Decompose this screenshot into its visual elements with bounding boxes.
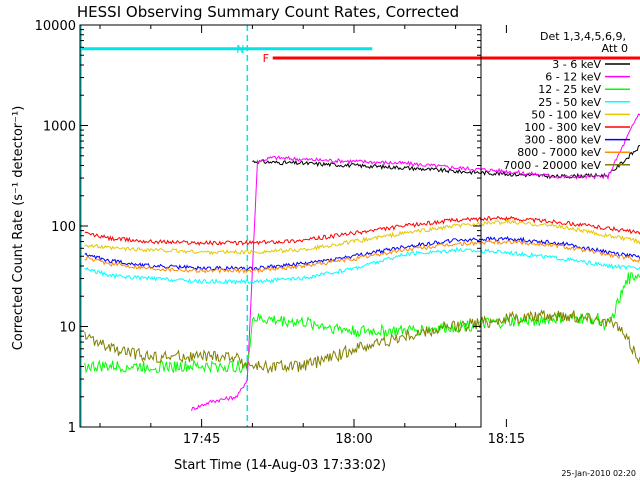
x-tick-label: 17:45 xyxy=(183,432,220,447)
series-line-6-seg-0 xyxy=(84,235,640,272)
legend-label-3: 25 - 50 keV xyxy=(538,96,601,109)
series-line-7-seg-0 xyxy=(84,239,640,275)
legend-header-attenuator: Att 0 xyxy=(602,42,628,55)
y-tick-label: 1000 xyxy=(43,120,76,135)
plot-area: NFS11010010001000017:4518:0018:1518:3018… xyxy=(35,19,640,447)
chart-title: HESSI Observing Summary Count Rates, Cor… xyxy=(77,3,459,21)
x-tick-label: 18:00 xyxy=(335,432,372,447)
legend-label-7: 800 - 7000 keV xyxy=(517,146,601,159)
legend-label-4: 50 - 100 keV xyxy=(531,108,601,121)
legend-label-6: 300 - 800 keV xyxy=(524,134,601,147)
legend-label-8: 7000 - 20000 keV xyxy=(503,159,601,172)
legend-label-2: 12 - 25 keV xyxy=(538,83,601,96)
x-axis-label: Start Time (14-Aug-03 17:33:02) xyxy=(174,458,386,473)
y-tick-label: 10000 xyxy=(35,19,76,34)
timestamp: 25-Jan-2010 02:20 xyxy=(561,469,636,478)
y-tick-label: 1 xyxy=(68,421,76,436)
series-line-3-seg-0 xyxy=(84,246,640,285)
series-line-1-seg-0 xyxy=(191,395,238,411)
y-tick-label: 10 xyxy=(59,321,76,336)
legend-label-5: 100 - 300 keV xyxy=(524,121,601,134)
series-line-2-seg-0 xyxy=(84,272,640,374)
y-axis-label: Corrected Count Rate (s⁻¹ detector⁻¹) xyxy=(11,106,26,351)
flag-label-f: F xyxy=(263,52,269,65)
series-line-8-seg-0 xyxy=(84,309,640,375)
series-line-4-seg-0 xyxy=(84,218,640,255)
plot-frame xyxy=(79,24,482,428)
legend-header-detectors: Det 1,3,4,5,6,9, xyxy=(540,30,626,43)
y-tick-label: 100 xyxy=(51,220,76,235)
series-line-1-seg-1 xyxy=(236,113,640,398)
x-tick-label: 18:15 xyxy=(488,432,525,447)
series-line-5-seg-0 xyxy=(84,215,640,246)
legend-label-1: 6 - 12 keV xyxy=(545,71,601,84)
legend-label-0: 3 - 6 keV xyxy=(552,58,601,71)
